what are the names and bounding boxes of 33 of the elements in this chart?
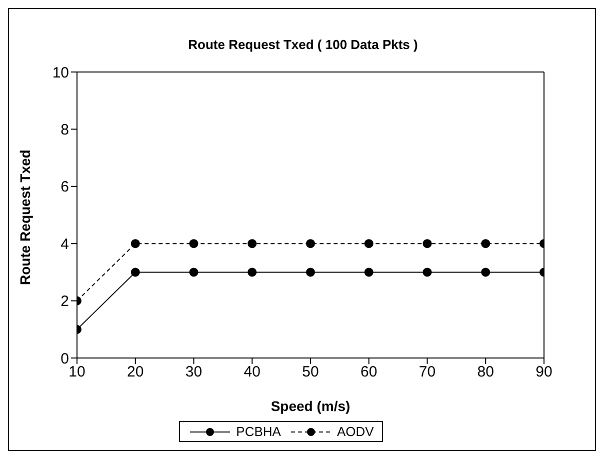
point — [248, 268, 257, 277]
point — [130, 268, 140, 277]
x-tick-label: 80 — [477, 364, 494, 381]
x-tick-label: 40 — [244, 364, 260, 381]
point — [130, 239, 140, 248]
point — [481, 268, 490, 277]
point — [422, 268, 432, 277]
y-tick-label: 0 — [60, 350, 69, 368]
point — [306, 239, 315, 248]
y-tick-label: 2 — [60, 293, 69, 310]
point — [189, 268, 198, 277]
y-tick-label: 6 — [60, 178, 69, 196]
point — [422, 239, 432, 248]
x-tick-label: 30 — [185, 364, 202, 381]
y-tick-label: 8 — [60, 122, 69, 139]
point — [364, 239, 374, 248]
chart-title: Route Request Txed ( 100 Data Pkts ) — [187, 37, 419, 52]
legend-label: AODV — [336, 424, 374, 439]
point — [248, 239, 257, 248]
point — [189, 239, 198, 248]
y-tick-label: 4 — [60, 236, 69, 253]
x-tick-label: 50 — [302, 364, 319, 381]
x-tick-label: 70 — [418, 364, 436, 381]
point — [306, 268, 315, 277]
legend-label: PCBHA — [236, 424, 281, 439]
y-axis-title: Route Request Txed — [16, 150, 33, 285]
x-tick-label: 20 — [127, 364, 144, 381]
point — [364, 268, 374, 277]
x-tick-label: 60 — [360, 364, 378, 381]
x-axis-title: Speed (m/s) — [270, 398, 350, 414]
y-tick-label: 10 — [52, 64, 69, 82]
x-tick-label: 90 — [536, 364, 552, 381]
point — [481, 239, 490, 248]
